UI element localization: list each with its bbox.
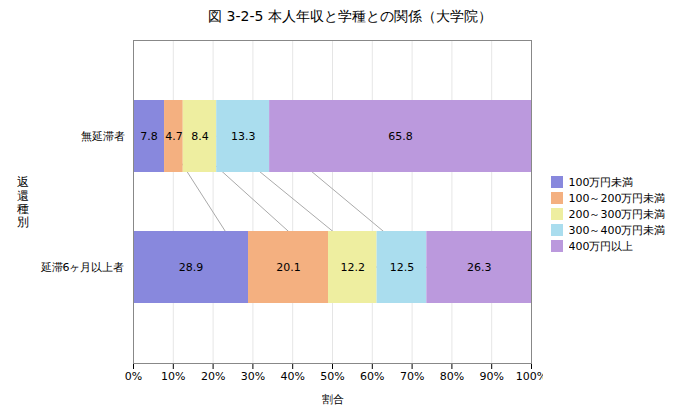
svg-text:60%: 60% bbox=[360, 370, 384, 383]
svg-text:7.8: 7.8 bbox=[140, 130, 158, 143]
svg-text:12.2: 12.2 bbox=[341, 261, 366, 274]
html-text:図 3-2-5 本人年収と学種との関係（大学院）: 図 3-2-5 本人年収と学種との関係（大学院） bbox=[208, 8, 492, 24]
svg-text:8.4: 8.4 bbox=[191, 130, 209, 143]
svg-text:65.8: 65.8 bbox=[388, 130, 413, 143]
html-text:100万円未満: 100万円未満 bbox=[568, 175, 634, 189]
svg-text:40%: 40% bbox=[280, 370, 304, 383]
html-text:400万円以上: 400万円以上 bbox=[568, 239, 634, 253]
html-text:200～300万円未満: 200～300万円未満 bbox=[568, 207, 666, 221]
html-text:100～200万円未満: 100～200万円未満 bbox=[568, 191, 666, 205]
svg-text:28.9: 28.9 bbox=[179, 261, 204, 274]
svg-text:13.3: 13.3 bbox=[231, 130, 256, 143]
svg-text:100%: 100% bbox=[516, 370, 543, 383]
svg-text:20%: 20% bbox=[201, 370, 225, 383]
svg-text:70%: 70% bbox=[400, 370, 424, 383]
svg-text:割合: 割合 bbox=[322, 393, 344, 406]
svg-text:0%: 0% bbox=[125, 370, 142, 383]
svg-text:返還種別: 返還種別 bbox=[17, 175, 29, 229]
svg-text:10%: 10% bbox=[161, 370, 185, 383]
svg-text:80%: 80% bbox=[440, 370, 464, 383]
svg-text:4.7: 4.7 bbox=[165, 130, 183, 143]
svg-text:50%: 50% bbox=[320, 370, 344, 383]
svg-text:延滞6ヶ月以上者: 延滞6ヶ月以上者 bbox=[40, 261, 125, 274]
html-text:300～400万円未満: 300～400万円未満 bbox=[568, 223, 666, 237]
svg-text:無延滞者: 無延滞者 bbox=[81, 130, 125, 143]
svg-text:30%: 30% bbox=[241, 370, 265, 383]
svg-text:20.1: 20.1 bbox=[276, 261, 301, 274]
svg-text:12.5: 12.5 bbox=[390, 261, 415, 274]
svg-text:90%: 90% bbox=[479, 370, 503, 383]
svg-text:26.3: 26.3 bbox=[467, 261, 492, 274]
